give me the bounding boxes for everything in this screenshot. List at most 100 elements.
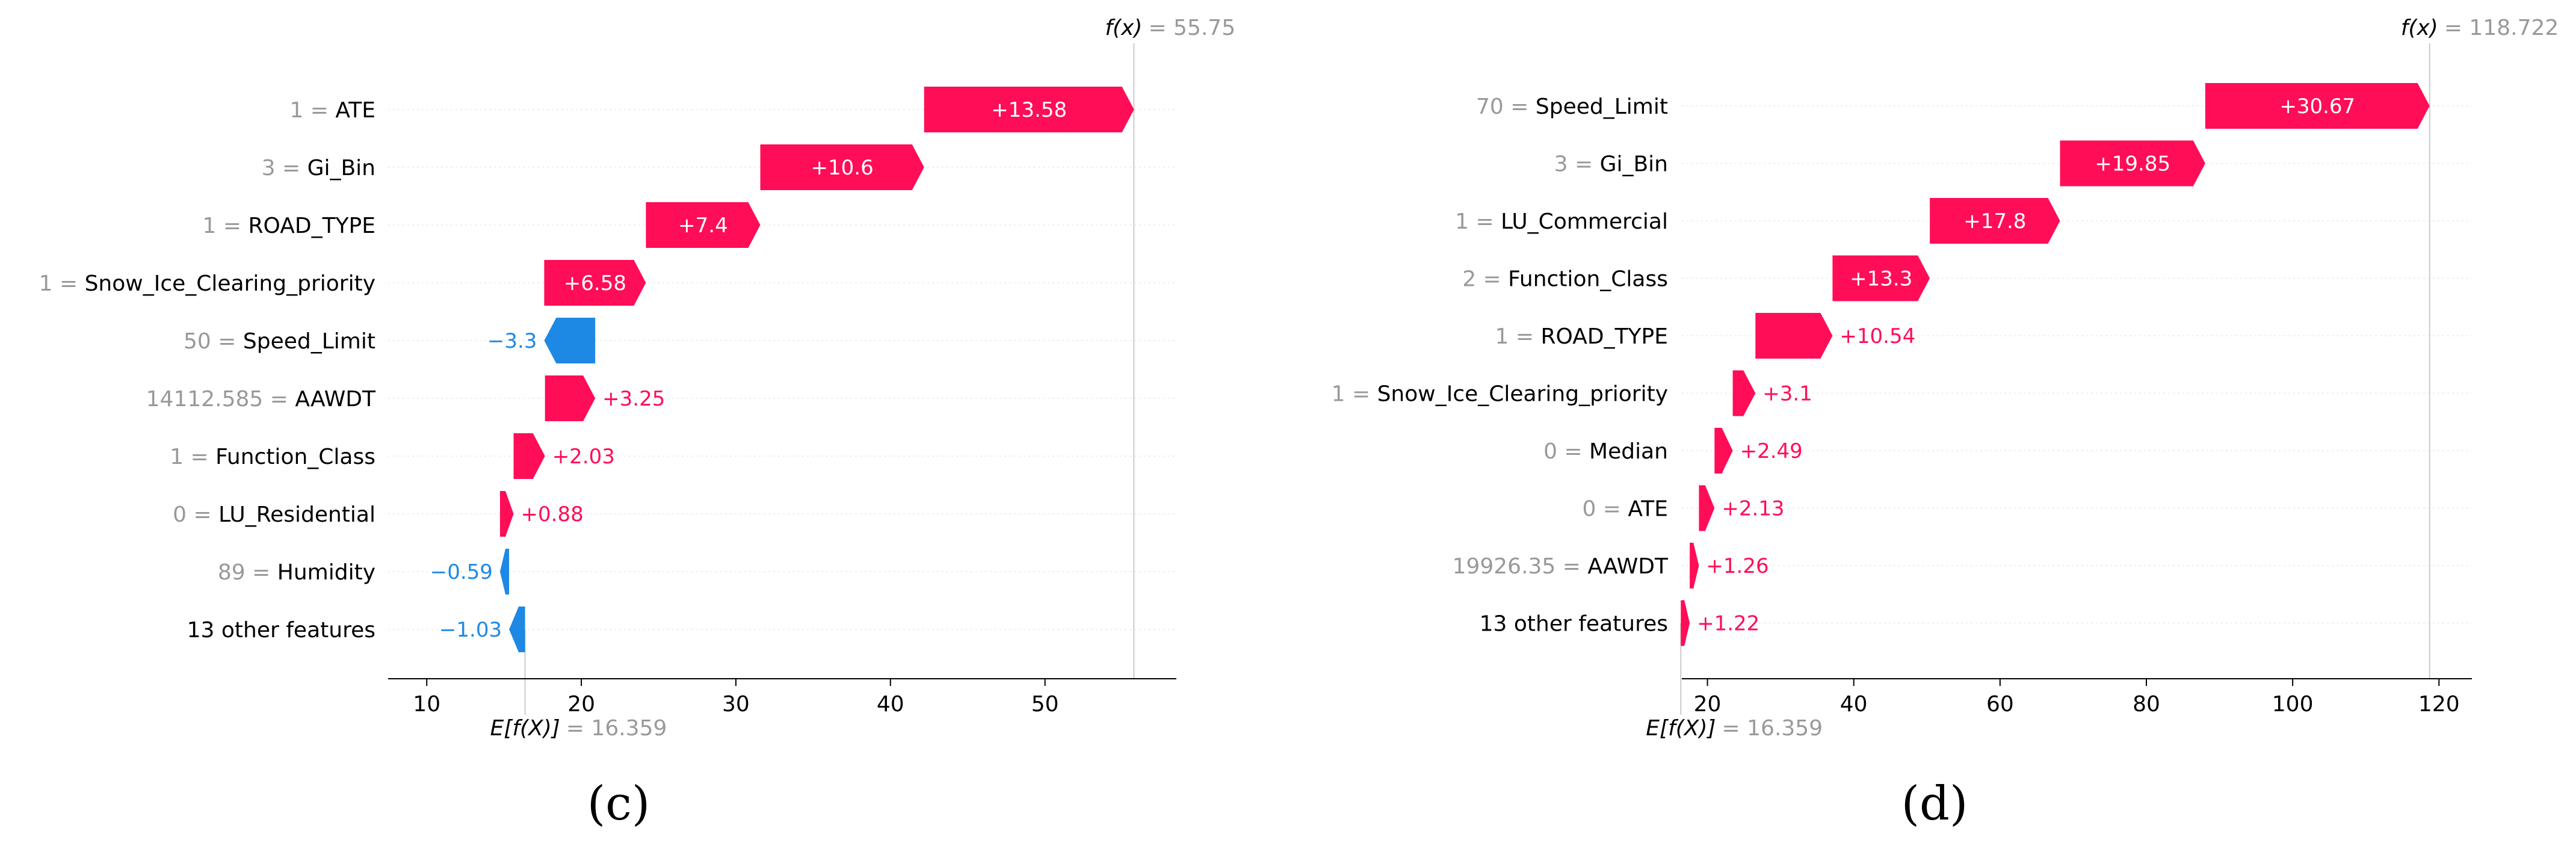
shap-bar [2060, 140, 2205, 187]
feature-name: ATE [335, 98, 375, 123]
shap-bar [1699, 485, 1715, 531]
shap-bar [760, 144, 924, 190]
feature-name: Snow_Ice_Clearing_priority [85, 271, 375, 296]
feature-value: 14112.585 [146, 387, 264, 412]
equals-sign: = [1476, 267, 1508, 292]
feature-name: LU_Residential [218, 502, 375, 527]
equals-sign: = [1504, 94, 1536, 119]
equals-sign: = [1509, 324, 1540, 349]
shap-bar [509, 607, 525, 652]
shap-value-label: +10.6 [811, 156, 874, 180]
shap-value-label: +13.58 [991, 98, 1067, 122]
feature-value: 0 [173, 502, 187, 527]
expected-value-value: = 16.359 [566, 716, 667, 741]
equals-sign: = [1568, 152, 1600, 177]
feature-label: 1 = ROAD_TYPE [1495, 324, 1668, 349]
chart-panel-c: +13.58 1 = ATE +10.6 3 = Gi_Bin +7.4 1 = ROAD… [39, 16, 1236, 831]
feature-label: 1 = Snow_Ice_Clearing_priority [39, 271, 375, 296]
feature-name: ROAD_TYPE [249, 214, 376, 238]
shap-value-label: +19.85 [2095, 152, 2170, 176]
shap-bar [2205, 83, 2430, 129]
feature-name: Function_Class [215, 445, 375, 469]
equals-sign: = [263, 387, 295, 412]
feature-label: 1 = Function_Class [170, 445, 375, 469]
feature-value: 70 [1476, 94, 1504, 119]
feature-label: 89 = Humidity [218, 560, 375, 585]
equals-sign: = [1345, 382, 1377, 407]
shap-value-label: +2.49 [1740, 439, 1803, 463]
shap-bar [1832, 255, 1930, 301]
feature-value: 1 [39, 271, 53, 296]
x-tick-label: 60 [1986, 692, 2014, 717]
feature-name: Speed_Limit [1536, 94, 1668, 119]
feature-value: 89 [218, 560, 246, 585]
feature-name: AAWDT [295, 387, 376, 412]
shap-value-label: +13.3 [1850, 267, 1912, 291]
feature-value: 3 [262, 156, 276, 181]
fx-annotation: f(x) = 118.722 [2401, 16, 2559, 40]
x-tick-label: 30 [722, 692, 750, 717]
feature-label: 50 = Speed_Limit [184, 329, 375, 354]
equals-sign: = [246, 560, 277, 585]
equals-sign: = [53, 271, 85, 296]
shap-bar [1690, 543, 1699, 588]
feature-value: 1 [170, 445, 184, 469]
feature-label: 0 = Median [1543, 439, 1668, 464]
feature-name: Function_Class [1508, 267, 1668, 292]
feature-label: 2 = Function_Class [1462, 267, 1668, 292]
panel-caption: (d) [1901, 777, 1968, 831]
feature-value: 0 [1582, 497, 1596, 522]
shap-bar [1732, 370, 1756, 416]
shap-value-label: +30.67 [2279, 94, 2355, 119]
feature-label: 70 = Speed_Limit [1476, 94, 1668, 119]
x-tick-label: 40 [877, 692, 904, 717]
shap-value-label: −1.03 [439, 618, 502, 642]
shap-bar [544, 260, 646, 306]
expected-value-annotation: E[f(X)] = 16.359 [490, 716, 667, 741]
shap-value-label: +10.54 [1839, 324, 1915, 348]
shap-value-label: +3.25 [602, 387, 665, 411]
panel-caption: (c) [587, 777, 650, 831]
feature-label: 1 = ROAD_TYPE [203, 214, 375, 238]
shap-bar [1681, 600, 1690, 646]
feature-name: ATE [1628, 497, 1668, 522]
feature-name: Median [1589, 439, 1668, 464]
x-tick-label: 50 [1031, 692, 1059, 717]
shap-value-label: −0.59 [430, 560, 493, 584]
feature-name: AAWDT [1587, 554, 1669, 579]
feature-label: 0 = ATE [1582, 497, 1668, 522]
equals-sign: = [211, 329, 243, 354]
fx-label: f(x) [2401, 16, 2438, 40]
feature-label: 19926.35 = AAWDT [1453, 554, 1669, 579]
equals-sign: = [187, 502, 218, 527]
expected-value-value: = 16.359 [1722, 716, 1823, 741]
chart-panel-d: +30.67 70 = Speed_Limit +19.85 3 = Gi_Bin +1… [1332, 16, 2559, 831]
feature-label: 3 = Gi_Bin [262, 156, 375, 181]
feature-label: 3 = Gi_Bin [1554, 152, 1668, 177]
expected-value-label: E[f(X)] [490, 716, 560, 741]
shap-bar [513, 433, 545, 479]
expected-value-label: E[f(X)] [1646, 716, 1716, 741]
shap-value-label: −3.3 [487, 329, 537, 353]
feature-value: 1 [203, 214, 217, 238]
shap-bar [1930, 198, 2060, 244]
shap-value-label: +2.13 [1722, 497, 1784, 521]
shap-bar [499, 491, 514, 537]
x-tick-label: 20 [1694, 692, 1722, 717]
equals-sign: = [216, 214, 248, 238]
shap-bar [499, 549, 510, 594]
expected-value-annotation: E[f(X)] = 16.359 [1646, 716, 1823, 741]
feature-value: 1 [1332, 382, 1345, 407]
x-tick-label: 20 [567, 692, 595, 717]
shap-value-label: +0.88 [521, 502, 584, 526]
feature-label: 0 = LU_Residential [173, 502, 375, 527]
fx-annotation: f(x) = 55.75 [1105, 16, 1235, 40]
equals-sign: = [276, 156, 307, 181]
feature-value: 0 [1543, 439, 1557, 464]
fx-label: f(x) [1105, 16, 1142, 40]
equals-sign: = [303, 98, 335, 123]
x-tick-label: 10 [413, 692, 440, 717]
fx-value: = 118.722 [2444, 16, 2559, 40]
shap-bar [545, 375, 596, 421]
